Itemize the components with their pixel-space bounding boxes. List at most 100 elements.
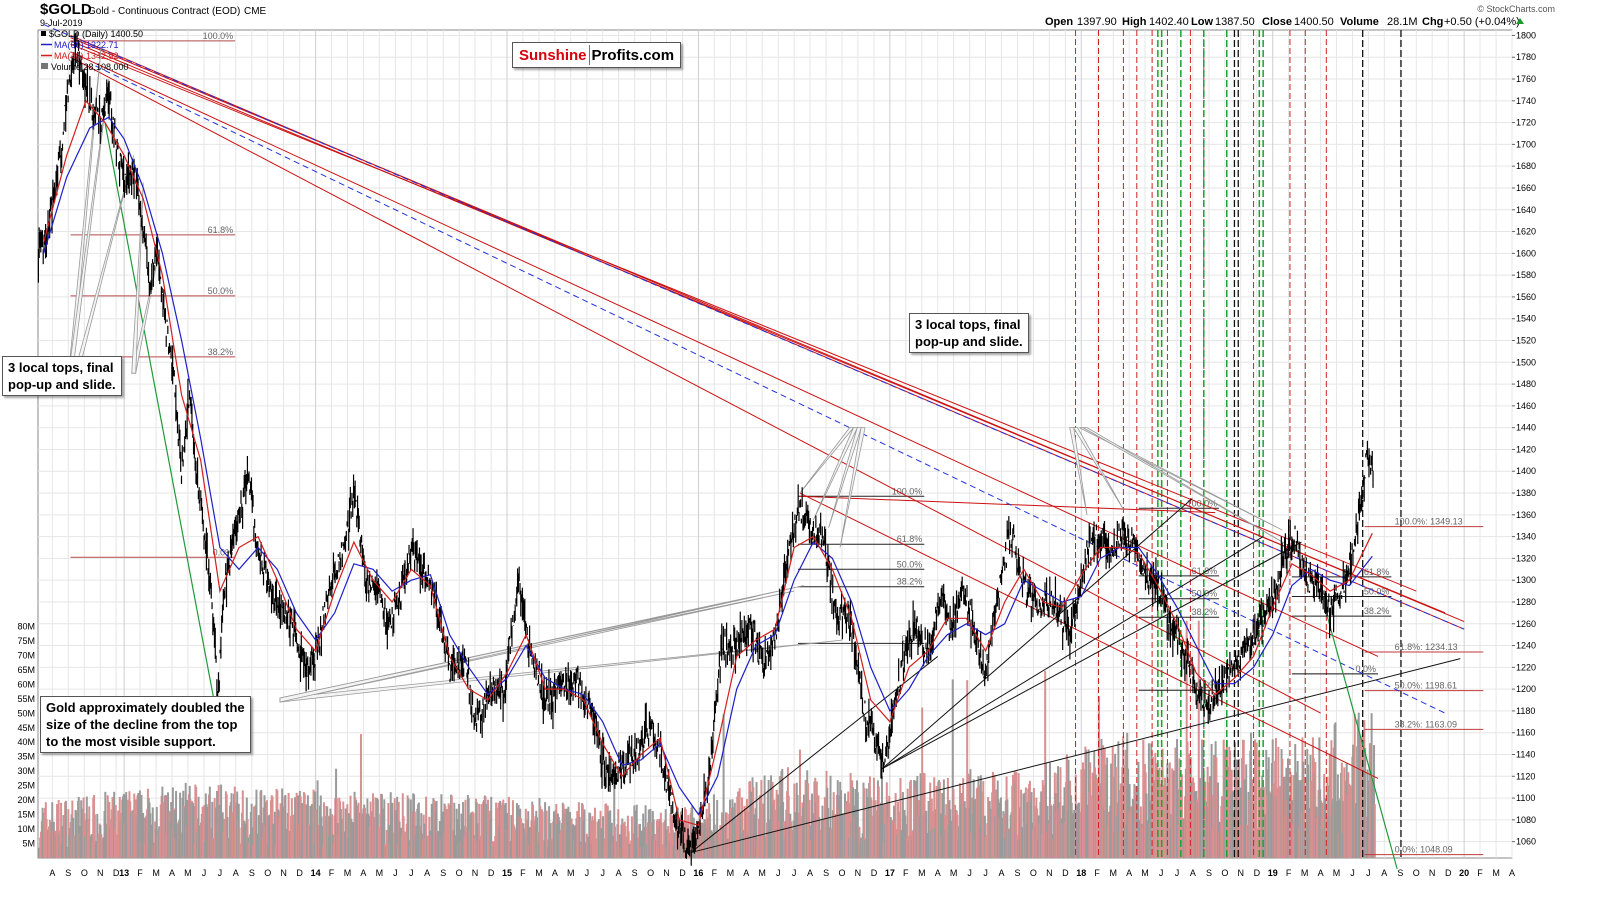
y-tick-label: 1240: [1516, 641, 1536, 651]
volume-bar: [1040, 791, 1043, 858]
logo-part-profits: Profits.com: [591, 46, 675, 64]
volume-bar: [870, 799, 873, 858]
volume-bar: [652, 819, 655, 858]
x-tick-label: M: [918, 868, 926, 878]
y-tick-label: 1700: [1516, 139, 1536, 149]
volume-bar: [1213, 755, 1216, 858]
fib-level-label: 38.2%: 1163.09: [1395, 719, 1457, 729]
trend-line-resistance: [70, 40, 1446, 614]
volume-bar: [567, 806, 570, 858]
volume-bar: [894, 793, 897, 858]
trend-lines: [43, 24, 1465, 870]
x-tick-label: M: [1110, 868, 1118, 878]
x-tick-label: S: [440, 868, 446, 878]
fib-level-label: 61.8%: [897, 534, 923, 544]
volume-bar: [798, 749, 801, 858]
y-tick-label: 1120: [1516, 771, 1535, 781]
x-tick-label: 19: [1268, 868, 1278, 878]
volume-bar: [1330, 740, 1333, 858]
volume-bar: [1364, 747, 1367, 858]
volume-bar: [909, 779, 912, 858]
volume-tick-label: 75M: [17, 636, 35, 646]
x-tick-label: D: [871, 868, 878, 878]
x-tick-label: D: [1254, 868, 1261, 878]
volume-bar: [1334, 722, 1337, 858]
volume-bar: [722, 714, 725, 858]
x-tick-label: S: [65, 868, 71, 878]
y-tick-label: 1220: [1516, 662, 1536, 672]
ohlc-volume-label: Volume: [1340, 16, 1379, 28]
volume-bar: [1077, 802, 1080, 858]
price-series: [37, 31, 1374, 866]
volume-bar: [1065, 754, 1068, 858]
volume-bar: [700, 822, 703, 858]
volume-bar: [226, 817, 229, 858]
chart-date: 9-Jul-2019: [40, 18, 83, 28]
volume-bar: [1020, 789, 1023, 858]
volume-bar: [596, 821, 599, 858]
x-tick-label: D: [1445, 868, 1452, 878]
x-tick-label: F: [712, 868, 718, 878]
volume-tick-label: 65M: [17, 665, 35, 675]
volume-bar: [613, 763, 616, 858]
volume-bar: [964, 808, 967, 858]
volume-bar: [725, 812, 728, 858]
x-tick-label: S: [1015, 868, 1021, 878]
annotation-pointer: [799, 427, 855, 494]
volume-bar: [396, 796, 399, 858]
volume-bar: [1166, 763, 1169, 858]
volume-bar: [1059, 767, 1062, 858]
x-tick-label: J: [585, 868, 590, 878]
x-tick-label: O: [1030, 868, 1037, 878]
trend-line-support: [881, 541, 1302, 770]
volume-bar: [930, 798, 933, 858]
x-tick-label: O: [456, 868, 463, 878]
x-tick-label: D: [296, 868, 303, 878]
volume-bar: [863, 788, 866, 858]
x-tick-label: A: [616, 868, 622, 878]
x-tick-label: J: [393, 868, 398, 878]
ohlc-low-label: Low: [1191, 16, 1213, 28]
y-tick-label: 1340: [1516, 532, 1536, 542]
volume-bar: [203, 805, 206, 858]
ohlc-chg-label: Chg: [1422, 16, 1443, 28]
fib-level-label: 61.8%: [208, 225, 234, 235]
volume-bar: [578, 816, 581, 858]
x-tick-label: N: [855, 868, 862, 878]
volume-bar: [874, 800, 877, 858]
volume-bar: [1245, 764, 1248, 858]
x-tick-label: N: [1429, 868, 1436, 878]
annotation-line: pop-up and slide.: [8, 377, 116, 392]
y-tick-label: 1080: [1516, 815, 1536, 825]
volume-bar: [811, 793, 814, 858]
volume-bar: [1089, 762, 1092, 858]
fib-level-label: 61.8%: 1234.13: [1395, 642, 1458, 652]
x-tick-label: A: [998, 868, 1004, 878]
volume-bar: [565, 808, 568, 858]
ohlc-high-value: 1402.40: [1149, 16, 1189, 28]
x-tick-label: M: [152, 868, 160, 878]
volume-bar: [1370, 713, 1373, 858]
volume-bar: [380, 794, 383, 858]
y-tick-label: 1740: [1516, 96, 1536, 106]
ohlc-chg-value: +0.50 (+0.04%): [1444, 16, 1520, 28]
x-tick-label: A: [552, 868, 558, 878]
volume-bar: [966, 680, 969, 858]
volume-bar: [802, 794, 805, 858]
volume-bar: [818, 817, 821, 858]
y-tick-label: 1540: [1516, 314, 1536, 324]
volume-bar: [865, 788, 868, 858]
trend-line-support: [690, 656, 939, 853]
volume-bar: [664, 809, 667, 858]
fib-level-label: 50.0%: [1192, 589, 1218, 599]
x-tick-label: A: [935, 868, 941, 878]
x-tick-label: O: [264, 868, 271, 878]
y-tick-label: 1180: [1516, 706, 1535, 716]
volume-tick-label: 10M: [17, 824, 35, 834]
fib-level-label: 0.0%: [213, 547, 234, 557]
annotation-line: size of the decline from the top: [46, 717, 238, 732]
ohlc-open-label: Open: [1045, 16, 1073, 28]
x-tick-label: F: [903, 868, 909, 878]
volume-bar: [253, 806, 256, 858]
